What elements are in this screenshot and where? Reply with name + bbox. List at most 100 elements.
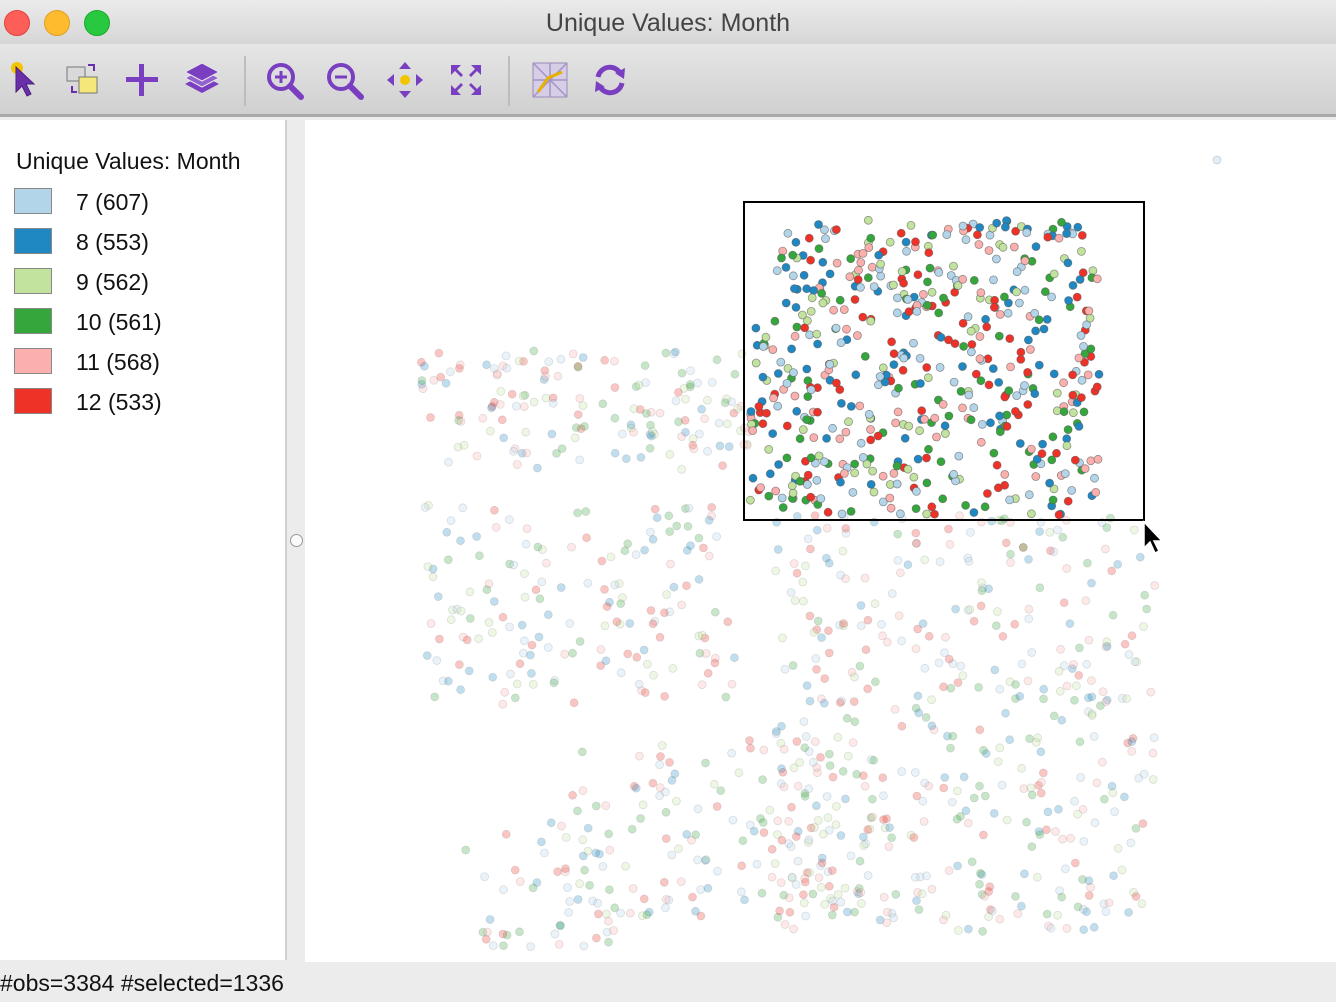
map-point: [472, 532, 482, 541]
maximize-window-button[interactable]: [84, 10, 110, 36]
map-point: [1031, 326, 1040, 336]
map-point: [573, 895, 583, 904]
map-point: [1083, 370, 1093, 380]
map-point: [789, 559, 799, 568]
map-point: [768, 345, 778, 355]
map-point: [685, 382, 695, 392]
map-point: [1054, 510, 1064, 520]
select-tool-button[interactable]: [2, 58, 46, 102]
basemap-button[interactable]: [528, 58, 572, 102]
map-point: [695, 648, 705, 658]
pan-button[interactable]: [383, 58, 427, 102]
minimize-window-button[interactable]: [44, 10, 70, 36]
map-point: [428, 564, 438, 574]
map-point: [913, 888, 922, 897]
legend-item[interactable]: 9 (562): [14, 268, 274, 298]
map-point: [1003, 308, 1013, 318]
map-point: [923, 277, 932, 287]
map-point: [529, 346, 539, 356]
legend-item[interactable]: 7 (607): [14, 188, 274, 218]
map-point: [518, 391, 528, 401]
map-canvas[interactable]: [305, 120, 1336, 962]
zoom-in-button[interactable]: [262, 58, 306, 102]
map-point: [906, 221, 916, 230]
map-point: [557, 444, 567, 454]
legend-item[interactable]: 10 (561): [14, 308, 274, 338]
map-point: [868, 812, 877, 822]
map-point: [535, 594, 545, 604]
map-point: [892, 308, 902, 318]
full-extent-button[interactable]: [444, 58, 488, 102]
panel-splitter[interactable]: [287, 120, 305, 962]
map-point: [597, 556, 607, 566]
map-point: [1092, 274, 1102, 284]
map-point: [982, 322, 992, 332]
map-point: [1127, 737, 1137, 747]
map-point: [683, 521, 693, 531]
refresh-button[interactable]: [588, 58, 632, 102]
close-window-button[interactable]: [4, 10, 30, 36]
legend-item[interactable]: 11 (568): [14, 348, 274, 378]
map-point: [539, 375, 549, 384]
map-point: [426, 413, 435, 422]
zoom-out-button[interactable]: [322, 58, 366, 102]
map-point: [727, 397, 737, 407]
map-point: [917, 406, 927, 416]
map-point: [799, 898, 809, 908]
map-point: [629, 427, 638, 437]
map-point: [856, 282, 865, 292]
map-point: [669, 349, 679, 359]
legend-item[interactable]: 8 (553): [14, 228, 274, 258]
map-point: [1012, 287, 1021, 297]
map-point: [1062, 441, 1072, 451]
map-point: [791, 880, 801, 889]
splitter-handle[interactable]: [290, 534, 303, 547]
map-point: [1073, 222, 1083, 232]
map-point: [1082, 659, 1092, 669]
map-point: [882, 907, 892, 917]
map-point: [484, 579, 494, 589]
legend-item[interactable]: 12 (533): [14, 388, 274, 418]
map-point: [1013, 909, 1023, 918]
add-layer-button[interactable]: [120, 58, 164, 102]
map-point: [482, 585, 492, 595]
map-point: [626, 420, 636, 430]
map-point: [570, 433, 580, 443]
point-map[interactable]: [305, 120, 1336, 962]
map-point: [798, 425, 808, 435]
map-point: [840, 883, 850, 893]
map-point: [850, 717, 860, 727]
map-point: [1107, 781, 1117, 791]
map-point: [686, 366, 695, 376]
map-point: [616, 668, 626, 678]
map-point: [556, 354, 566, 364]
title-bar: Unique Values: Month: [0, 0, 1336, 44]
map-point: [894, 383, 903, 393]
map-point: [845, 272, 855, 282]
map-point: [1070, 695, 1079, 705]
map-point: [958, 671, 968, 680]
map-point: [1052, 388, 1062, 398]
map-point: [897, 267, 907, 276]
map-point: [777, 493, 787, 503]
map-point: [1131, 824, 1141, 833]
map-point: [1087, 692, 1097, 702]
map-point: [1011, 680, 1020, 689]
selection-shape-button[interactable]: [60, 58, 104, 102]
map-point: [481, 934, 491, 944]
map-point: [655, 791, 665, 801]
map-point: [817, 858, 827, 868]
map-point: [634, 679, 644, 689]
map-point: [438, 676, 448, 686]
map-point: [825, 359, 835, 369]
layers-button[interactable]: [180, 58, 224, 102]
map-point: [944, 524, 953, 534]
map-point: [603, 916, 613, 926]
map-point: [910, 768, 920, 777]
map-point: [1086, 883, 1095, 892]
map-point: [1040, 287, 1050, 297]
map-point: [1079, 341, 1088, 351]
map-point: [966, 415, 976, 425]
map-point: [977, 586, 987, 596]
map-point: [885, 493, 895, 503]
